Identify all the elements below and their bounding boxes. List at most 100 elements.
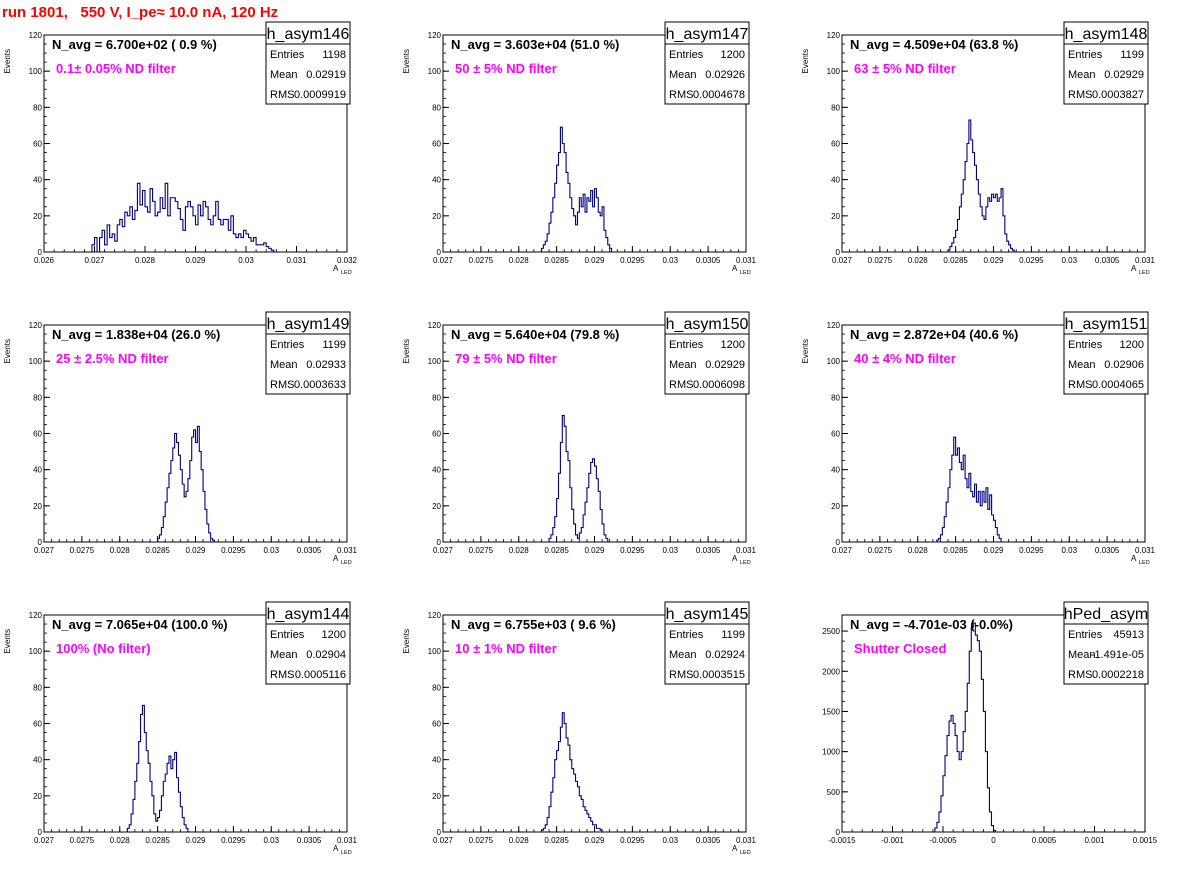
y-tick-label: 80 bbox=[831, 103, 840, 112]
y-tick-label: 40 bbox=[432, 176, 441, 185]
stat-label: Entries bbox=[270, 49, 305, 61]
x-tick-label: 0.0285 bbox=[544, 546, 569, 555]
filter-annotation: 40 ± 4% ND filter bbox=[854, 351, 956, 366]
histogram-name: h_asym144 bbox=[267, 606, 350, 623]
y-tick-label: 100 bbox=[428, 357, 442, 366]
stat-value: 0.0004065 bbox=[1092, 379, 1144, 391]
histogram-series bbox=[126, 704, 189, 832]
histogram-series bbox=[936, 436, 1002, 542]
y-tick-label: 500 bbox=[827, 788, 841, 797]
n-avg-label: N_avg = 4.509e+04 (63.8 %) bbox=[850, 37, 1018, 52]
stat-label: RMS bbox=[669, 89, 693, 101]
stat-value: 1199 bbox=[1120, 49, 1144, 61]
histogram-panel: 0.027 0.0275 0.028 0.0285 0.029 0.0295 0.03 0.0… bbox=[3, 601, 358, 856]
stat-value: -1.491e-05 bbox=[1091, 649, 1144, 661]
n-avg-label: N_avg = 7.065e+04 (100.0 %) bbox=[52, 617, 228, 632]
x-axis-label: A bbox=[732, 264, 738, 273]
stat-value: 1199 bbox=[322, 339, 346, 351]
x-tick-label: 0.0275 bbox=[469, 256, 494, 265]
stat-label: Mean bbox=[669, 69, 697, 81]
y-tick-label: 100 bbox=[29, 357, 43, 366]
stats-box-frame bbox=[265, 311, 351, 395]
x-tick-label: 0.0305 bbox=[1095, 546, 1120, 555]
x-tick-label: 0.028 bbox=[908, 256, 929, 265]
x-tick-label: 0.0285 bbox=[943, 546, 968, 555]
stat-value: 1198 bbox=[322, 49, 346, 61]
stat-label: Entries bbox=[669, 49, 704, 61]
y-axis-label: Events bbox=[801, 49, 810, 73]
stat-label: Mean bbox=[270, 649, 298, 661]
y-axis-label: Events bbox=[3, 339, 12, 363]
y-tick-label: 20 bbox=[33, 792, 42, 801]
x-tick-label: 0.0275 bbox=[469, 546, 494, 555]
histogram-name: h_asym150 bbox=[666, 316, 749, 333]
stat-value: 0.0009919 bbox=[294, 89, 346, 101]
y-tick-label: 40 bbox=[33, 466, 42, 475]
y-tick-label: 0 bbox=[836, 828, 841, 837]
stats-box: h_asym149 Entries 1199 Mean 0.02933 RMS 0.0003… bbox=[265, 311, 351, 395]
stat-label: Mean bbox=[669, 649, 697, 661]
x-tick-label: 0.0015 bbox=[1133, 836, 1158, 845]
x-tick-label: 0.0285 bbox=[544, 256, 569, 265]
x-tick-label: 0.028 bbox=[135, 256, 156, 265]
x-tick-label: 0.029 bbox=[185, 256, 206, 265]
x-tick-label: 0.027 bbox=[34, 546, 55, 555]
y-axis-label: Events bbox=[402, 49, 411, 73]
y-tick-label: 40 bbox=[33, 176, 42, 185]
x-tick-label: 0.031 bbox=[1135, 256, 1156, 265]
histogram-series bbox=[934, 622, 997, 832]
x-tick-label: 0.0295 bbox=[620, 836, 645, 845]
x-tick-label: 0.0295 bbox=[1019, 546, 1044, 555]
x-tick-label: 0.028 bbox=[509, 256, 530, 265]
y-tick-label: 100 bbox=[827, 67, 841, 76]
stat-value: 0.02906 bbox=[1104, 359, 1144, 371]
x-tick-label: 0.029 bbox=[584, 836, 605, 845]
x-tick-label: 0.0005 bbox=[1032, 836, 1057, 845]
x-tick-label: 0.0295 bbox=[1019, 256, 1044, 265]
y-tick-label: 20 bbox=[33, 212, 42, 221]
x-tick-label: 0.031 bbox=[337, 836, 358, 845]
y-tick-label: 120 bbox=[428, 321, 442, 330]
x-tick-label: 0.0305 bbox=[696, 256, 721, 265]
y-axis-label: Events bbox=[402, 629, 411, 653]
x-tick-label: -0.0015 bbox=[828, 836, 856, 845]
stat-label: Entries bbox=[1068, 629, 1103, 641]
stat-value: 0.02904 bbox=[306, 649, 346, 661]
x-axis-label-subscript: LED bbox=[341, 850, 352, 856]
histogram-series bbox=[157, 425, 215, 542]
stat-label: Entries bbox=[669, 339, 704, 351]
y-tick-label: 60 bbox=[831, 430, 840, 439]
x-tick-label: -0.001 bbox=[881, 836, 904, 845]
histogram-name: h_asym149 bbox=[267, 316, 350, 333]
y-tick-label: 120 bbox=[827, 31, 841, 40]
stat-label: Mean bbox=[1068, 359, 1096, 371]
x-tick-label: 0.032 bbox=[337, 256, 358, 265]
x-tick-label: 0.03 bbox=[662, 546, 678, 555]
x-tick-label: 0.028 bbox=[509, 836, 530, 845]
x-tick-label: 0.0295 bbox=[620, 546, 645, 555]
stat-value: 0.0005116 bbox=[295, 669, 346, 681]
x-tick-label: 0.0275 bbox=[70, 546, 95, 555]
y-tick-label: 120 bbox=[29, 321, 43, 330]
stats-box: h_asym150 Entries 1200 Mean 0.02929 RMS 0.0006… bbox=[664, 311, 750, 395]
x-tick-label: 0.031 bbox=[337, 546, 358, 555]
stats-box-frame bbox=[265, 21, 351, 105]
y-tick-label: 100 bbox=[428, 647, 442, 656]
x-tick-label: 0.0305 bbox=[696, 546, 721, 555]
stat-value: 0.0003633 bbox=[294, 379, 346, 391]
stat-label: RMS bbox=[1068, 89, 1092, 101]
stat-label: Entries bbox=[669, 629, 704, 641]
filter-annotation: 50 ± 5% ND filter bbox=[455, 61, 557, 76]
stat-value: 0.0004678 bbox=[693, 89, 745, 101]
histogram-panel: 0.027 0.0275 0.028 0.0285 0.029 0.0295 0.03 0.0… bbox=[402, 601, 757, 856]
y-tick-label: 0 bbox=[437, 538, 442, 547]
stat-value: 0.02933 bbox=[306, 359, 346, 371]
x-axis-label: A bbox=[732, 844, 738, 853]
x-axis-label-subscript: LED bbox=[740, 850, 751, 856]
histogram-panel: 0.027 0.0275 0.028 0.0285 0.029 0.0295 0.03 0.0… bbox=[801, 311, 1156, 566]
n-avg-label: N_avg = 1.838e+04 (26.0 %) bbox=[52, 327, 220, 342]
y-tick-label: 0 bbox=[38, 828, 43, 837]
x-tick-label: -0.0005 bbox=[929, 836, 957, 845]
x-tick-label: 0.0305 bbox=[696, 836, 721, 845]
y-tick-label: 20 bbox=[831, 502, 840, 511]
